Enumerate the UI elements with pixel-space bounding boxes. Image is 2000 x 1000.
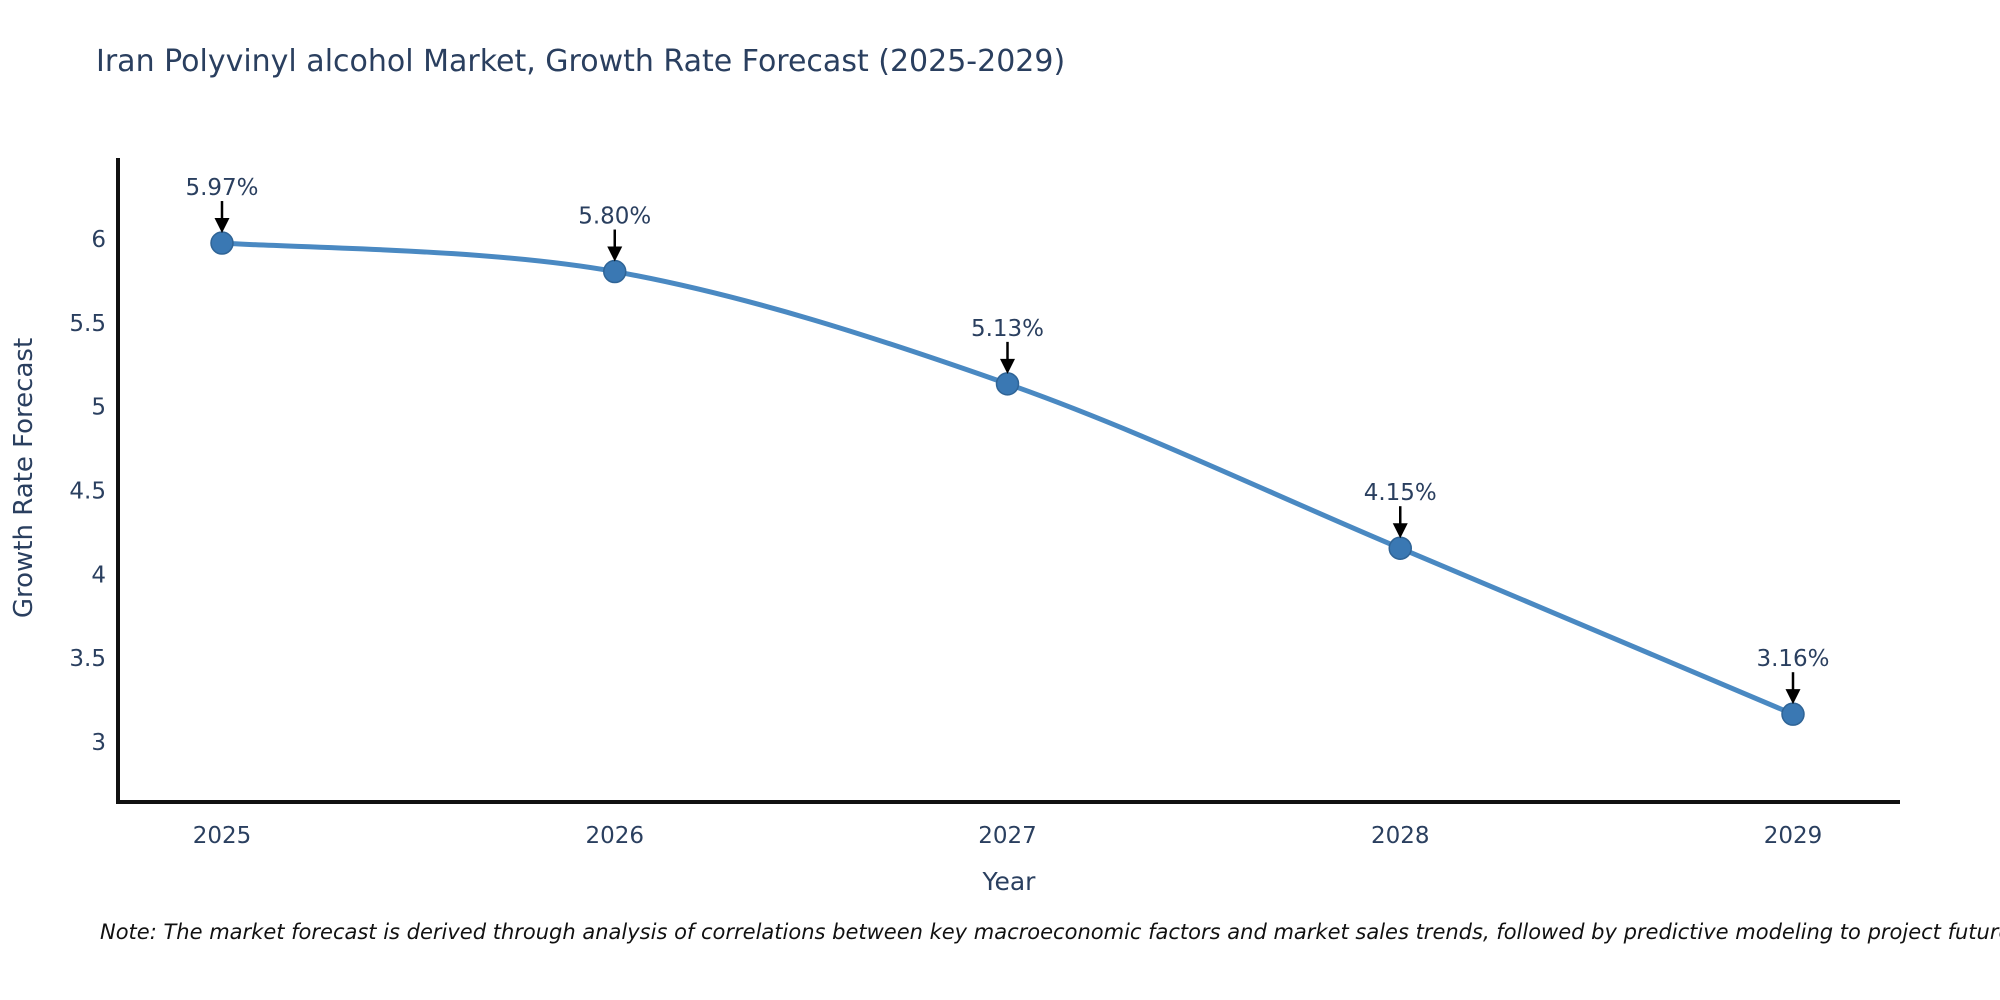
annotation-arrowhead <box>214 218 230 234</box>
x-axis-title: Year <box>982 867 1037 896</box>
y-tick-label: 5.5 <box>69 311 106 337</box>
x-tick-label: 2029 <box>1764 823 1823 849</box>
y-axis-title: Growth Rate Forecast <box>9 338 39 618</box>
annotation-arrowhead <box>1785 689 1801 705</box>
note-text: Note: The market forecast is derived thr… <box>100 920 2000 944</box>
trend-line <box>221 240 1794 717</box>
annotation-arrowhead <box>607 246 623 262</box>
annotation-label: 5.80% <box>578 204 651 230</box>
data-point[interactable] <box>603 259 627 284</box>
annotation-label: 3.16% <box>1756 646 1829 672</box>
x-tick-label: 2027 <box>978 823 1037 849</box>
chart-title: Iran Polyvinyl alcohol Market, Growth Ra… <box>96 44 1066 79</box>
x-tick-label: 2028 <box>1371 823 1430 849</box>
data-point[interactable] <box>1388 536 1412 560</box>
y-tick-label: 4.5 <box>69 479 106 505</box>
x-tick-label: 2026 <box>585 823 644 849</box>
data-point[interactable] <box>995 372 1020 396</box>
y-tick-label: 4 <box>91 562 106 588</box>
annotation-label: 4.15% <box>1364 480 1437 506</box>
x-tick-label: 2025 <box>193 823 252 849</box>
annotation-arrowhead <box>1000 358 1015 374</box>
y-tick-label: 3.5 <box>69 646 106 672</box>
y-tick-label: 5 <box>91 395 106 421</box>
annotation-arrowhead <box>1392 523 1408 539</box>
y-tick-label: 3 <box>91 730 106 756</box>
annotation-label: 5.13% <box>971 316 1044 342</box>
y-tick-label: 6 <box>91 227 106 253</box>
data-point[interactable] <box>1781 702 1805 726</box>
data-point[interactable] <box>210 231 234 255</box>
annotation-label: 5.97% <box>185 175 258 201</box>
